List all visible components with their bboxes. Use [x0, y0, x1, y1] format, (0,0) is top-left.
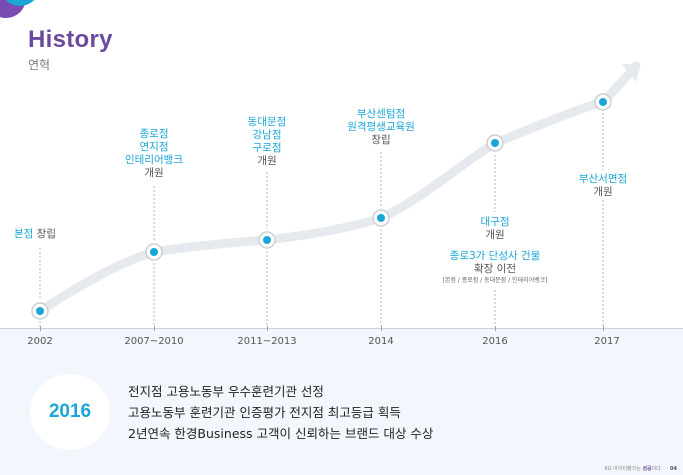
- event-2002-action: 창립: [33, 228, 56, 240]
- year-tick-2002: [40, 326, 41, 331]
- event-2011: 동대문점 강남점 구로점 개원: [227, 116, 307, 168]
- event-2014: 부산센텀점 원격평생교육원 창립: [336, 108, 426, 147]
- page-subtitle: 연혁: [28, 58, 51, 72]
- event-2007-label-1: 종로점: [139, 128, 169, 140]
- year-label-2002: 2002: [27, 336, 53, 347]
- event-2007-label-3: 인테리어뱅크: [125, 154, 183, 166]
- timeline-node-2002: [31, 302, 49, 320]
- title-block: History 연혁: [28, 26, 113, 73]
- event-2016-extra-action: 확장 이전: [474, 263, 516, 275]
- timeline-arrowhead: [622, 64, 640, 82]
- year-tick-2017: [603, 326, 604, 331]
- event-2011-action: 개원: [257, 155, 277, 167]
- year-tick-2007: [154, 326, 155, 331]
- event-2017-action: 개원: [593, 186, 613, 198]
- year-tick-2014: [381, 326, 382, 331]
- event-2007-label-2: 연지점: [139, 141, 169, 153]
- timeline-node-2014: [372, 209, 390, 227]
- event-2017: 부산서면점 개원: [563, 173, 643, 199]
- footer-note: KG 아이티뱅크는 성공이다. 04: [605, 465, 678, 472]
- event-2007: 종로점 연지점 인테리어뱅크 개원: [114, 128, 194, 180]
- timeline-node-2016: [486, 134, 504, 152]
- year-tick-2016: [495, 326, 496, 331]
- year-tick-2011: [267, 326, 268, 331]
- event-2014-action: 창립: [371, 134, 391, 146]
- year-label-2011-2013: 2011~2013: [237, 336, 297, 347]
- event-2011-label-3: 구로점: [252, 142, 282, 154]
- event-2016: 대구점 개원 종로3가 단성사 건물 확장 이전 [본점 / 종로점 / 동대문…: [435, 216, 555, 285]
- year-axis-line: [0, 328, 683, 329]
- event-2011-label-2: 강남점: [252, 129, 282, 141]
- year-band: [0, 328, 683, 475]
- year-label-2017: 2017: [594, 336, 620, 347]
- page-number: 04: [670, 466, 677, 472]
- year-label-2014: 2014: [368, 336, 394, 347]
- year-label-2007-2010: 2007~2010: [124, 336, 184, 347]
- event-2011-label-1: 동대문점: [247, 116, 287, 128]
- highlight-year: 2016: [48, 401, 92, 422]
- footer-text: KG 아이티뱅크는: [604, 466, 643, 472]
- page-title: History: [28, 26, 113, 53]
- footer-suffix: 이다.: [651, 466, 663, 472]
- year-label-2016: 2016: [482, 336, 508, 347]
- event-2002: 본점 창립: [14, 228, 56, 241]
- highlight-item: 고용노동부 훈련기관 인증평가 전지점 최고등급 획득: [128, 405, 401, 420]
- timeline-node-2007: [145, 243, 163, 261]
- corner-decoration: [0, 0, 35, 18]
- highlight-year-badge: 2016: [30, 374, 110, 450]
- event-2014-label-1: 부산센텀점: [356, 108, 406, 120]
- event-2016-label: 대구점: [480, 216, 510, 228]
- event-2016-action: 개원: [485, 229, 505, 241]
- highlight-item: 2년연속 한경Business 고객이 신뢰하는 브랜드 대상 수상: [128, 426, 434, 441]
- footer-bold: 성공: [642, 466, 652, 472]
- highlight-item: 전지점 고용노동부 우수훈련기관 선정: [128, 384, 324, 399]
- timeline-graphic: [31, 61, 641, 326]
- event-2017-label: 부산서면점: [578, 173, 628, 185]
- event-2014-label-2: 원격평생교육원: [347, 121, 415, 133]
- event-2002-label: 본점: [14, 228, 34, 240]
- event-2016-note: [본점 / 종로점 / 동대문점 / 인테리어뱅크]: [442, 277, 548, 284]
- timeline-node-2011: [258, 231, 276, 249]
- event-2007-action: 개원: [144, 167, 164, 179]
- event-2016-extra-label: 종로3가 단성사 건물: [449, 250, 541, 262]
- timeline-node-2017: [594, 93, 612, 111]
- highlight-list: 전지점 고용노동부 우수훈련기관 선정 고용노동부 훈련기관 인증평가 전지점 …: [128, 381, 433, 444]
